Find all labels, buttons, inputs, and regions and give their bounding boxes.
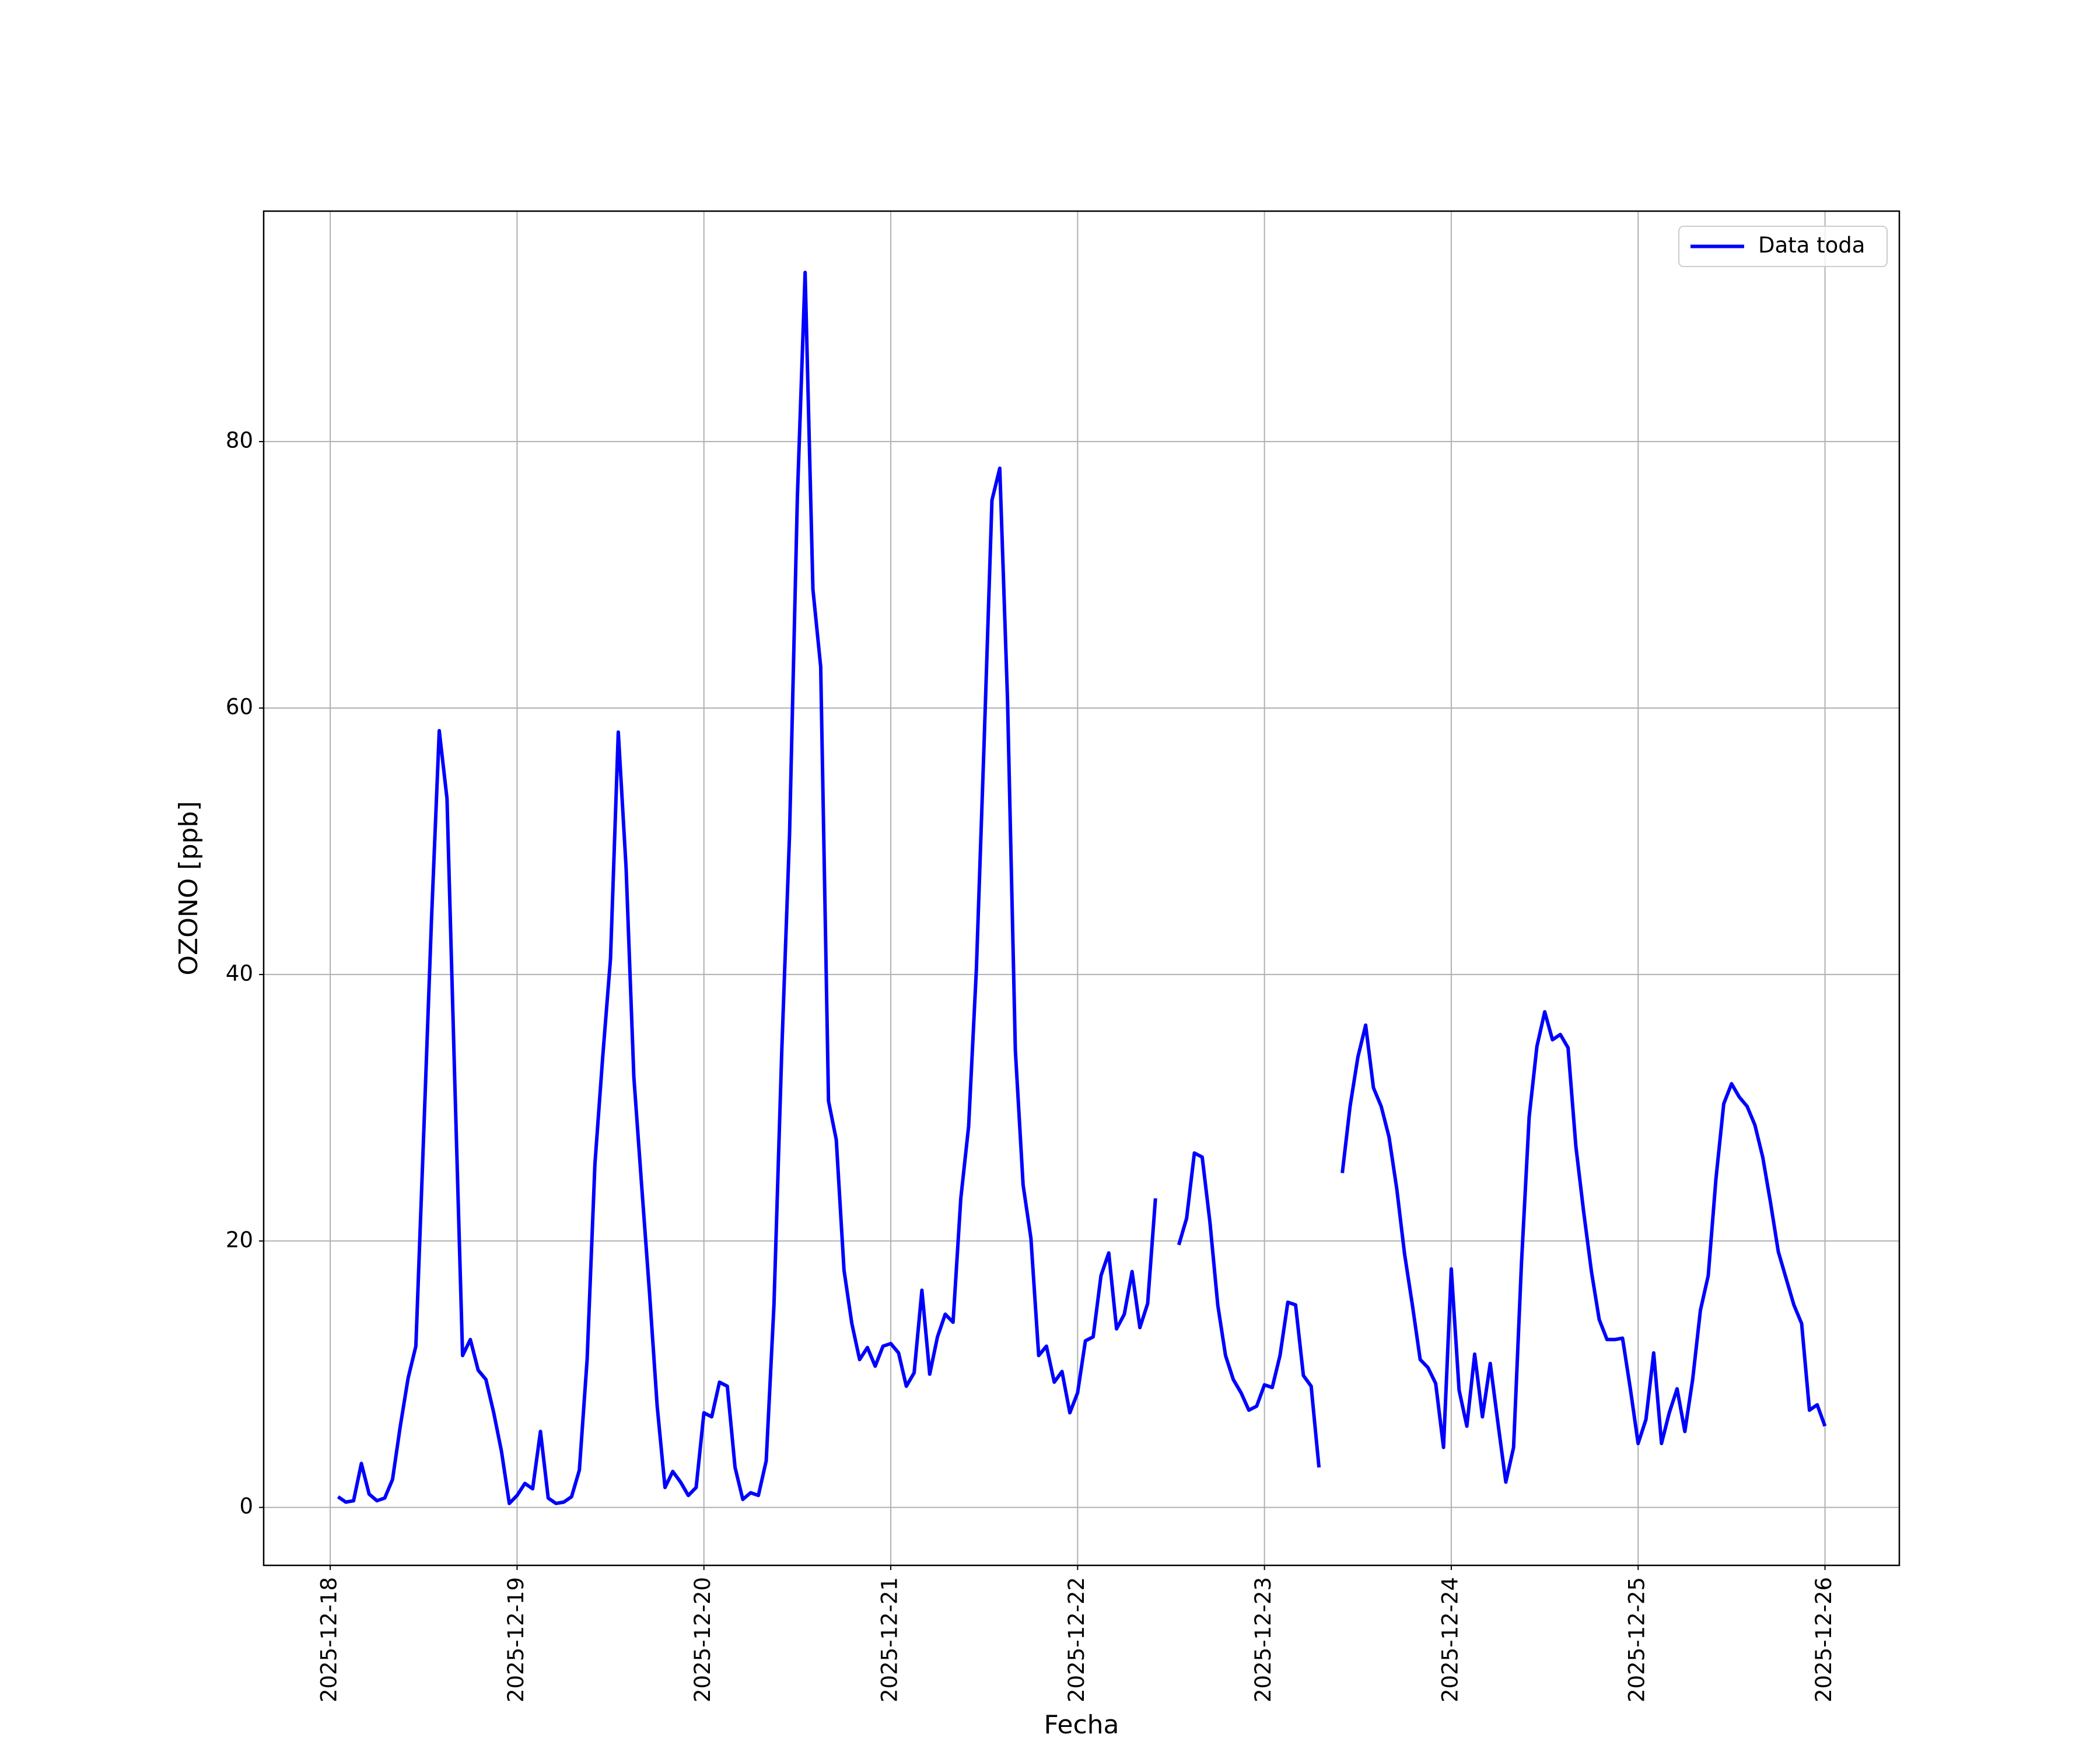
x-tick-label: 2025-12-24: [1437, 1577, 1462, 1702]
x-axis-label: Fecha: [1044, 1710, 1119, 1740]
x-tick-label: 2025-12-22: [1064, 1577, 1089, 1702]
data-line: [1340, 1010, 1827, 1484]
y-axis-label: OZONO [ppb]: [174, 801, 204, 975]
x-tick-label: 2025-12-20: [690, 1577, 715, 1702]
legend-box: [1678, 226, 1888, 267]
x-tick-label: 2025-12-21: [877, 1577, 902, 1702]
y-tick-label: 20: [226, 1227, 253, 1252]
x-tick-label: 2025-12-18: [317, 1577, 342, 1702]
data-line: [1177, 1151, 1321, 1468]
legend-label: Data toda: [1758, 233, 1865, 258]
x-tick-label: 2025-12-26: [1811, 1577, 1836, 1702]
x-tick-label: 2025-12-25: [1625, 1577, 1650, 1702]
data-line: [337, 271, 1157, 1505]
y-tick-label: 60: [226, 695, 253, 720]
y-tick-label: 40: [226, 961, 253, 986]
y-tick-label: 0: [239, 1494, 253, 1519]
x-tick-label: 2025-12-23: [1251, 1577, 1276, 1702]
legend: Data toda: [1678, 226, 1888, 267]
plot-frame: [262, 210, 1901, 1567]
y-tick-label: 80: [226, 428, 253, 453]
x-tick-label: 2025-12-19: [503, 1577, 528, 1702]
